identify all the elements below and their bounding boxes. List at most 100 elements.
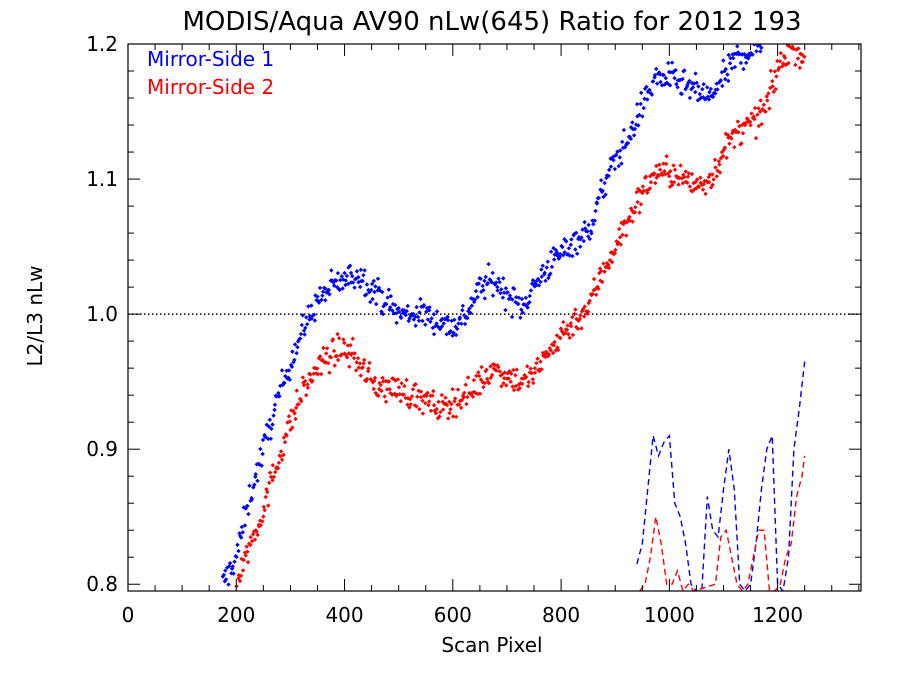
data-point — [327, 370, 332, 375]
data-point — [454, 414, 459, 420]
data-point — [772, 69, 778, 74]
data-point — [705, 94, 710, 100]
data-point — [701, 95, 706, 100]
data-point — [408, 402, 414, 407]
data-point — [647, 87, 652, 93]
data-point — [770, 84, 775, 89]
data-point — [335, 270, 341, 276]
data-point — [330, 337, 336, 342]
data-point — [776, 65, 782, 70]
data-point — [355, 356, 361, 361]
data-point — [439, 392, 444, 398]
data-point — [366, 366, 371, 371]
data-point — [768, 85, 773, 91]
data-point — [572, 231, 577, 237]
data-point — [656, 173, 662, 178]
data-point — [344, 355, 350, 360]
data-point — [580, 307, 586, 312]
data-point — [657, 162, 662, 167]
data-point — [678, 77, 683, 83]
data-point — [417, 406, 422, 412]
data-point — [770, 78, 775, 84]
data-point — [293, 416, 298, 422]
data-point — [562, 330, 568, 336]
data-point — [309, 303, 314, 308]
data-point — [323, 298, 328, 303]
data-point — [581, 314, 587, 319]
data-point — [379, 388, 384, 394]
y-axis-label: L2/L3 nLw — [23, 265, 47, 366]
data-point — [477, 391, 483, 396]
data-point — [315, 294, 320, 299]
data-point — [685, 174, 691, 179]
data-point — [513, 373, 518, 378]
data-point — [356, 365, 361, 370]
data-point — [597, 270, 602, 276]
data-point — [530, 377, 535, 382]
series-1-dashed-line — [636, 361, 806, 591]
data-point — [376, 393, 381, 398]
data-point — [430, 393, 435, 398]
data-point — [245, 503, 250, 509]
data-point — [650, 79, 656, 84]
data-point — [695, 177, 700, 182]
data-point — [695, 98, 701, 103]
data-point — [682, 68, 687, 73]
data-point — [341, 337, 346, 342]
data-point — [674, 173, 679, 179]
data-point — [270, 463, 276, 468]
data-point — [372, 375, 378, 381]
data-point — [413, 323, 418, 328]
data-point — [387, 387, 392, 392]
data-point — [637, 210, 642, 215]
data-point — [434, 309, 440, 314]
data-point — [497, 279, 502, 285]
data-point — [778, 50, 783, 56]
data-point — [441, 321, 446, 326]
data-point — [520, 381, 525, 387]
data-point — [747, 119, 753, 125]
data-point — [652, 72, 658, 78]
data-point — [658, 72, 663, 77]
data-point — [429, 316, 434, 321]
data-point — [511, 367, 516, 373]
data-point — [780, 61, 786, 66]
data-point — [286, 368, 292, 373]
data-point — [654, 66, 659, 72]
data-point — [486, 261, 491, 267]
data-point — [530, 278, 536, 283]
data-point — [617, 148, 623, 153]
data-point — [347, 263, 353, 268]
data-point — [454, 326, 460, 332]
data-point — [438, 409, 443, 415]
data-point — [498, 290, 503, 296]
data-point — [506, 376, 511, 381]
data-point — [654, 81, 660, 86]
data-point — [235, 542, 240, 548]
data-point — [482, 380, 487, 386]
data-point — [734, 51, 739, 57]
data-point — [600, 188, 605, 193]
data-point — [608, 164, 614, 169]
data-point — [222, 579, 227, 584]
data-point — [396, 385, 402, 390]
data-point — [636, 123, 641, 128]
data-point — [351, 355, 357, 361]
data-point — [612, 251, 618, 256]
data-point — [718, 78, 723, 83]
data-point — [558, 326, 564, 331]
data-point — [298, 331, 304, 337]
data-point — [672, 167, 678, 172]
data-point — [413, 382, 418, 387]
data-point — [525, 305, 530, 310]
data-point — [478, 276, 483, 281]
data-point — [245, 549, 250, 554]
data-point — [700, 87, 705, 92]
data-point — [606, 265, 612, 271]
data-point — [667, 184, 673, 189]
data-point — [519, 296, 525, 302]
data-point — [527, 300, 532, 305]
data-point — [634, 101, 640, 107]
data-point — [248, 542, 253, 548]
